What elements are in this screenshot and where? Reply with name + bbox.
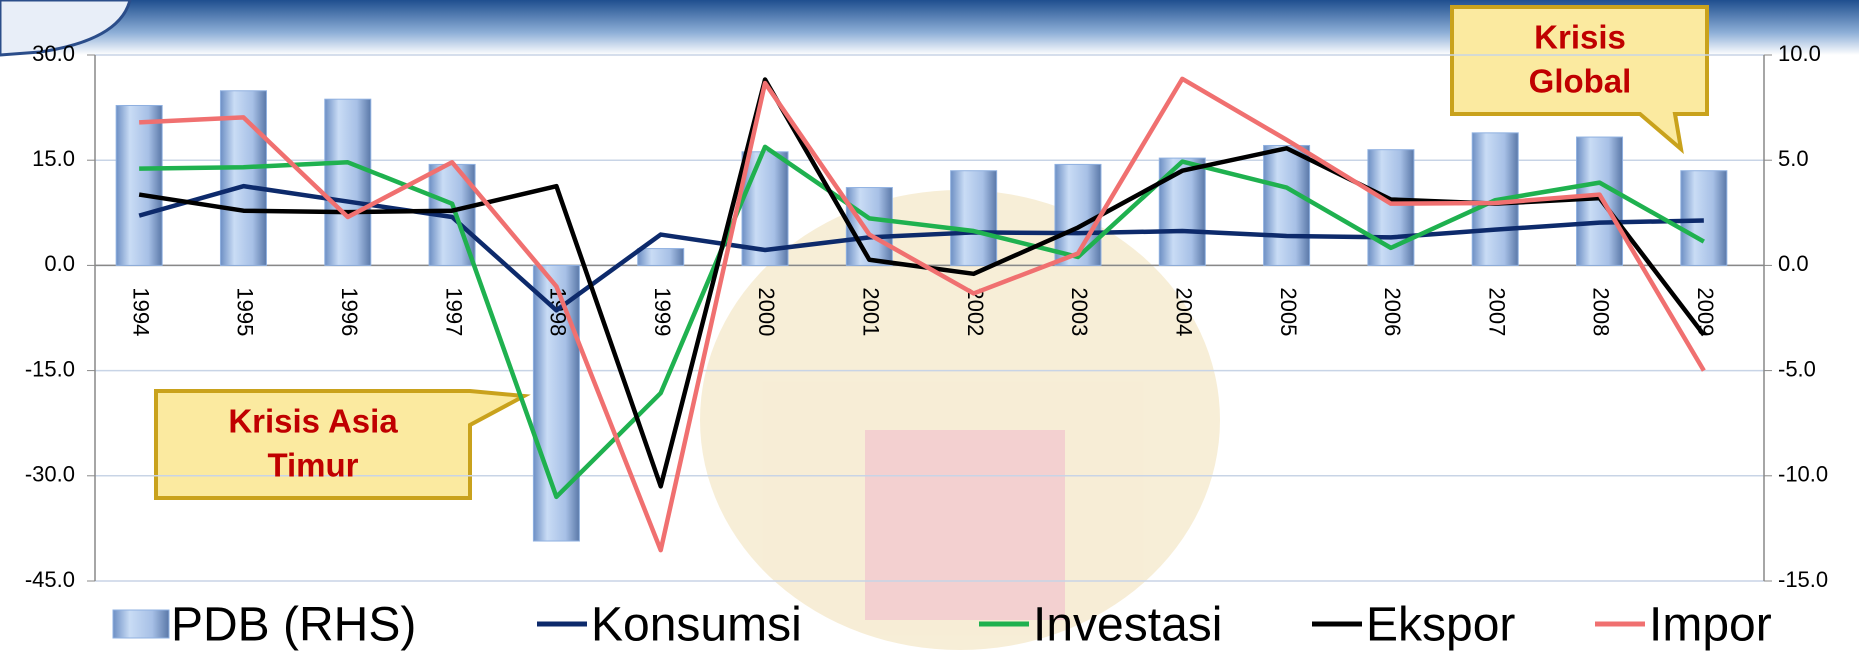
x-tick-label: 2002 — [963, 287, 988, 336]
x-tick-label: 2004 — [1171, 287, 1196, 336]
y2-tick-label: 5.0 — [1778, 146, 1809, 171]
x-tick-label: 2006 — [1380, 287, 1405, 336]
watermark-emblem — [700, 190, 1220, 650]
y2-tick-label: -10.0 — [1778, 462, 1828, 487]
y-tick-label: 0.0 — [44, 251, 75, 276]
x-tick-label: 1997 — [441, 287, 466, 336]
x-tick-label: 1995 — [233, 287, 258, 336]
y-tick-label: -30.0 — [25, 462, 75, 487]
legend-label: Konsumsi — [591, 599, 802, 652]
bar — [950, 170, 998, 266]
annotation-text: Timur — [267, 447, 358, 484]
x-tick-label: 2003 — [1067, 287, 1092, 336]
y2-tick-label: 0.0 — [1778, 251, 1809, 276]
x-tick-label: 1994 — [128, 287, 153, 336]
line-series — [139, 144, 1705, 500]
annotation-text: Krisis Asia — [228, 403, 398, 440]
bar — [637, 248, 685, 266]
x-tick-label: 1996 — [337, 287, 362, 336]
annotation-text: Global — [1529, 63, 1632, 100]
y2-tick-label: -5.0 — [1778, 356, 1816, 381]
legend-label: Ekspor — [1366, 599, 1515, 652]
annotation-text: Krisis — [1534, 19, 1626, 56]
y-tick-label: -15.0 — [25, 356, 75, 381]
legend-label: Impor — [1649, 599, 1772, 652]
bar — [324, 98, 372, 266]
callout-box — [154, 389, 531, 500]
bar — [1263, 144, 1311, 266]
bar — [845, 187, 893, 266]
bar — [115, 104, 163, 266]
bar — [1054, 163, 1102, 266]
x-tick-label: 2000 — [754, 287, 779, 336]
x-tick-label: 2005 — [1276, 287, 1301, 336]
line-series — [139, 76, 1706, 553]
legend-label: Investasi — [1033, 599, 1222, 652]
callout-box — [1450, 5, 1709, 155]
y2-tick-label: 10.0 — [1778, 41, 1821, 66]
logo — [0, 0, 132, 57]
x-tick-label: 1999 — [650, 287, 675, 336]
annotations — [154, 5, 1709, 500]
bar — [1680, 170, 1728, 266]
x-tick-label: 2001 — [859, 287, 884, 336]
y-tick-label: -45.0 — [25, 567, 75, 592]
y-tick-label: 30.0 — [32, 41, 75, 66]
x-tick-label: 2007 — [1484, 287, 1509, 336]
y-tick-label: 15.0 — [32, 146, 75, 171]
legend-label: PDB (RHS) — [171, 599, 416, 652]
y2-tick-label: -15.0 — [1778, 567, 1828, 592]
x-tick-label: 2008 — [1589, 287, 1614, 336]
legend-marker — [112, 609, 170, 639]
